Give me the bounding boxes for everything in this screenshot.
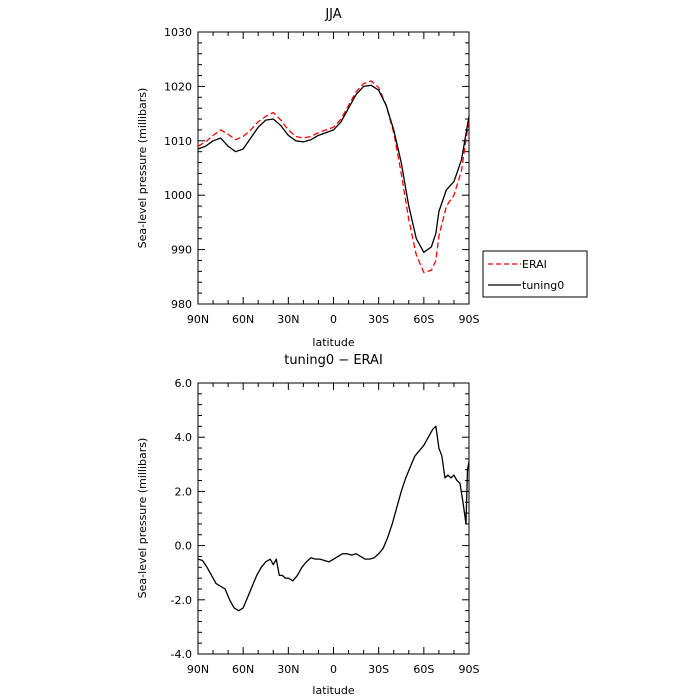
x-tick-label: 60S	[413, 663, 434, 676]
x-tick-label: 30S	[368, 313, 389, 326]
x-axis-label: latitude	[312, 684, 354, 697]
y-tick-label: 1020	[164, 80, 192, 93]
x-tick-label: 90N	[187, 313, 209, 326]
x-tick-label: 90S	[459, 663, 480, 676]
legend-box	[482, 250, 588, 298]
series-line-tuning0	[197, 84, 470, 253]
x-tick-label: 60N	[232, 313, 254, 326]
chart-title: JJA	[324, 7, 341, 22]
series-group	[197, 80, 470, 274]
y-tick-label: -2.0	[171, 594, 192, 607]
x-axis-label: latitude	[312, 336, 354, 349]
y-tick-label: 2.0	[175, 485, 193, 498]
y-tick-label: 980	[171, 298, 192, 311]
plot-frame	[197, 382, 470, 655]
legend-label-erai: ERAI	[522, 258, 547, 271]
y-tick-label: 6.0	[175, 377, 193, 390]
legend-label-tuning0: tuning0	[522, 279, 564, 292]
series-group	[197, 425, 470, 612]
y-tick-label: -4.0	[171, 648, 192, 661]
axis-ticks	[197, 382, 470, 655]
plot-frame	[197, 31, 470, 305]
y-tick-label: 1010	[164, 135, 192, 148]
y-tick-label: 0.0	[175, 540, 193, 553]
x-tick-labels: 90N 60N 30N 0 30S 60S 90S	[187, 313, 480, 326]
y-tick-labels: -4.0 -2.0 0.0 2.0 4.0 6.0	[171, 377, 192, 661]
chart-title: tuning0 − ERAI	[284, 353, 383, 368]
x-tick-label: 60S	[413, 313, 434, 326]
x-tick-label: 60N	[232, 663, 254, 676]
x-tick-label: 30N	[277, 313, 299, 326]
y-tick-label: 1030	[164, 26, 192, 39]
chart-difference: tuning0 − ERAI -4.0 -2.0 0.0 2.0 4.0 6.0 90N 6…	[136, 353, 480, 697]
y-tick-label: 4.0	[175, 431, 193, 444]
x-tick-labels: 90N 60N 30N 0 30S 60S 90S	[187, 663, 480, 676]
axis-ticks	[197, 31, 470, 305]
x-tick-label: 0	[330, 663, 337, 676]
legend: ERAI tuning0	[482, 250, 588, 298]
y-tick-label: 990	[171, 244, 192, 257]
y-tick-labels: 980 990 1000 1010 1020 1030	[164, 26, 192, 311]
x-tick-label: 90S	[459, 313, 480, 326]
x-tick-label: 30N	[277, 663, 299, 676]
series-line-difference	[197, 425, 470, 612]
y-axis-label: Sea-level pressure (millibars)	[136, 88, 149, 249]
chart-jja: JJA 980 990 1000 1010 1020 1030 90N 60N 30N 0 30S…	[136, 7, 588, 349]
x-tick-label: 30S	[368, 663, 389, 676]
series-line-erai	[197, 80, 470, 274]
y-tick-label: 1000	[164, 189, 192, 202]
y-axis-label: Sea-level pressure (millibars)	[136, 438, 149, 599]
x-tick-label: 90N	[187, 663, 209, 676]
x-tick-label: 0	[330, 313, 337, 326]
